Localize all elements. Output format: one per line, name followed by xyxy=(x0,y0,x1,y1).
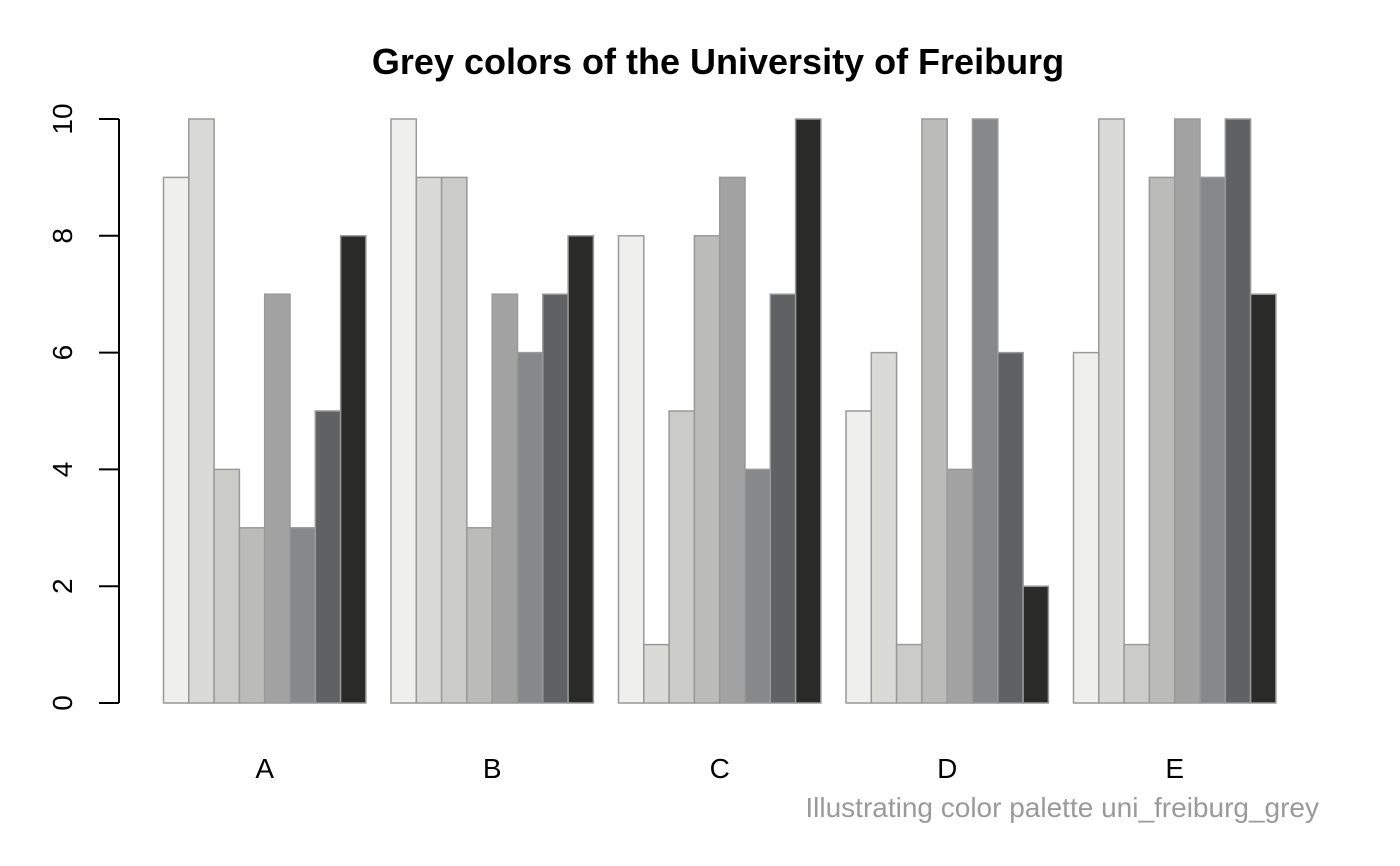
x-category-label: A xyxy=(255,753,274,784)
bar xyxy=(263,293,291,704)
y-tick-label: 10 xyxy=(47,103,78,134)
bar xyxy=(339,235,367,704)
bar xyxy=(1173,118,1201,704)
bar xyxy=(314,410,342,704)
bar xyxy=(1224,118,1252,704)
bar xyxy=(491,293,519,704)
bar xyxy=(213,468,241,704)
x-category-label: E xyxy=(1165,753,1184,784)
bar xyxy=(946,468,974,704)
bar xyxy=(643,643,670,704)
bar xyxy=(693,235,721,704)
bar xyxy=(617,235,645,704)
bar xyxy=(794,118,822,704)
y-tick-label: 0 xyxy=(47,695,78,711)
x-category-label: D xyxy=(937,753,957,784)
bars xyxy=(162,118,1277,704)
x-axis-labels: A B C D E xyxy=(255,753,1184,784)
bar xyxy=(895,643,923,704)
bar xyxy=(188,118,215,704)
bar xyxy=(1199,176,1227,704)
bar xyxy=(542,293,569,704)
bar xyxy=(1098,118,1125,704)
bar xyxy=(415,176,443,704)
bar xyxy=(1148,176,1176,704)
bar xyxy=(921,118,948,704)
bar xyxy=(440,176,468,704)
bar xyxy=(162,176,190,704)
y-axis: 0 2 4 6 8 10 xyxy=(47,103,120,711)
bar xyxy=(971,118,999,704)
bar xyxy=(516,351,544,704)
bar xyxy=(744,468,772,704)
chart-title: Grey colors of the University of Freibur… xyxy=(372,41,1064,82)
bar xyxy=(238,527,266,704)
bar xyxy=(997,351,1024,704)
x-category-label: C xyxy=(710,753,730,784)
y-tick-label: 2 xyxy=(47,578,78,594)
bar xyxy=(1123,643,1151,704)
bar xyxy=(769,293,797,704)
y-tick-label: 8 xyxy=(47,228,78,244)
bar xyxy=(466,527,493,704)
y-tick-label: 4 xyxy=(47,462,78,478)
bar xyxy=(845,410,873,704)
bar xyxy=(567,235,595,704)
bar xyxy=(668,410,696,704)
bar xyxy=(390,118,418,704)
bar xyxy=(870,351,898,704)
bar xyxy=(1072,351,1100,704)
chart-caption: Illustrating color palette uni_freiburg_… xyxy=(805,792,1319,823)
bar xyxy=(1022,585,1050,704)
y-tick-label: 6 xyxy=(47,345,78,361)
x-category-label: B xyxy=(483,753,502,784)
bar xyxy=(1249,293,1277,704)
bar xyxy=(289,527,317,704)
bar xyxy=(718,176,746,704)
